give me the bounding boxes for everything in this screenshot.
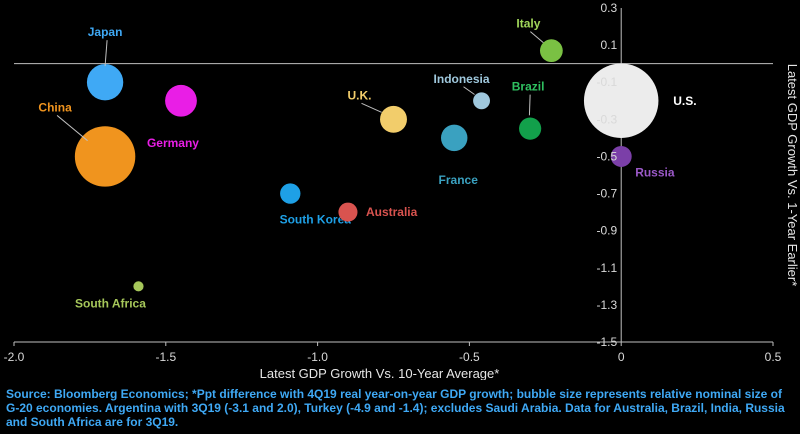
bubbles-layer: Japan China Germany U.K. Indonesia France Braz… (38, 17, 696, 311)
bubble-italy (539, 39, 563, 63)
bubble-chart: Japan China Germany U.K. Indonesia France Braz… (4, 1, 800, 380)
x-tick-label: -0.5 (459, 350, 480, 364)
y-tick-label: 0.3 (601, 1, 618, 15)
y-tick-label: -1.5 (597, 335, 618, 349)
bubble-brazil (519, 117, 542, 140)
y-tick-label: 0.1 (601, 38, 618, 52)
source-note: Source: Bloomberg Economics; *Ppt differ… (6, 387, 785, 429)
label-indonesia: Indonesia (434, 72, 490, 86)
bubble-south-korea (280, 183, 301, 204)
leader-line-brazil (528, 94, 531, 116)
label-france: France (439, 173, 479, 187)
label-china: China (38, 100, 72, 114)
label-brazil: Brazil (512, 80, 545, 94)
bubble-germany (165, 84, 197, 117)
label-japan: Japan (88, 25, 123, 39)
y-tick-label: -0.5 (597, 149, 618, 163)
bubble-south-africa (133, 281, 144, 292)
leader-line-china (56, 115, 88, 142)
leader-line-japan (104, 40, 108, 67)
label-russia: Russia (635, 165, 675, 179)
leader-line-indonesia (463, 86, 475, 95)
bubble-russia (610, 145, 632, 167)
x-tick-label: 0.5 (765, 350, 782, 364)
label-italy: Italy (516, 17, 540, 31)
bubble-france (440, 124, 468, 152)
bubble-u-k (380, 105, 407, 133)
y-tick-label: -0.9 (597, 224, 618, 238)
bubble-australia (338, 202, 358, 222)
y-axis-title: Latest GDP Growth Vs. 1-Year Earlier* (785, 64, 800, 287)
y-tick-label: -0.7 (597, 187, 618, 201)
x-axis-title: Latest GDP Growth Vs. 10-Year Average* (260, 366, 500, 380)
x-tick-label: -1.0 (307, 350, 328, 364)
y-tick-label: -0.3 (597, 112, 618, 126)
bubble-u-s (583, 63, 659, 139)
y-tick-label: -1.1 (597, 261, 618, 275)
bubble-japan (86, 64, 124, 101)
label-u-k: U.K. (348, 88, 372, 102)
leader-line-u-k (361, 102, 382, 113)
label-u-s: U.S. (673, 94, 696, 108)
y-tick-labels: 0.3 0.1 -0.1 -0.3 -0.5 -0.7 -0.9 -1.1 -1.3 -1.5 (597, 1, 618, 349)
label-australia: Australia (366, 205, 418, 219)
label-germany: Germany (147, 136, 199, 150)
x-tick-label: -2.0 (4, 350, 25, 364)
y-tick-label: -0.1 (597, 75, 618, 89)
bubble-indonesia (473, 92, 490, 110)
bubble-china (74, 126, 136, 187)
x-tick-label: -1.5 (155, 350, 176, 364)
label-south-africa: South Africa (75, 296, 146, 310)
x-tick-label: 0 (618, 350, 625, 364)
leader-line-italy (530, 31, 544, 44)
label-south-korea: South Korea (280, 213, 352, 227)
x-tick-labels: -2.0 -1.5 -1.0 -0.5 0 0.5 (4, 342, 782, 364)
y-tick-label: -1.3 (597, 298, 618, 312)
